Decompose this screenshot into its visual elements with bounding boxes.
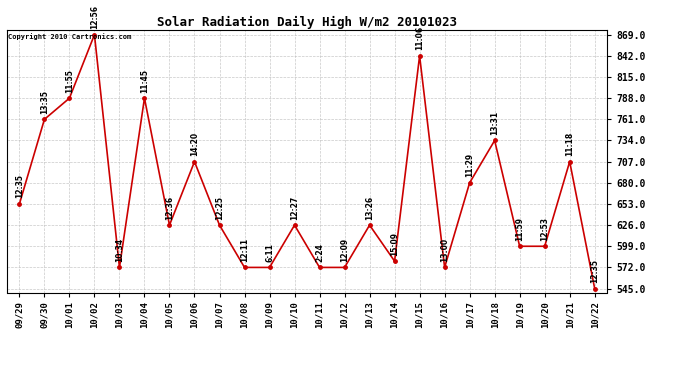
Text: 12:25: 12:25 <box>215 195 224 219</box>
Text: 11:59: 11:59 <box>515 217 524 241</box>
Text: 12:35: 12:35 <box>15 174 24 198</box>
Text: 13:26: 13:26 <box>365 195 374 219</box>
Text: 15:09: 15:09 <box>390 232 399 256</box>
Text: 11:06: 11:06 <box>415 26 424 50</box>
Text: 13:35: 13:35 <box>40 90 49 114</box>
Text: Copyright 2010 Cartronics.com: Copyright 2010 Cartronics.com <box>8 33 130 39</box>
Text: 11:18: 11:18 <box>565 132 574 156</box>
Text: 6:11: 6:11 <box>265 243 274 262</box>
Text: 12:56: 12:56 <box>90 5 99 29</box>
Text: 2:24: 2:24 <box>315 243 324 262</box>
Text: 12:09: 12:09 <box>340 238 349 262</box>
Text: 12:36: 12:36 <box>165 195 174 219</box>
Title: Solar Radiation Daily High W/m2 20101023: Solar Radiation Daily High W/m2 20101023 <box>157 16 457 29</box>
Text: 12:35: 12:35 <box>590 259 599 283</box>
Text: 12:53: 12:53 <box>540 217 549 241</box>
Text: 12:11: 12:11 <box>240 238 249 262</box>
Text: 12:27: 12:27 <box>290 195 299 219</box>
Text: 11:55: 11:55 <box>65 69 74 93</box>
Text: 13:00: 13:00 <box>440 238 449 262</box>
Text: 11:45: 11:45 <box>140 69 149 93</box>
Text: 10:34: 10:34 <box>115 238 124 262</box>
Text: 11:29: 11:29 <box>465 153 474 177</box>
Text: 13:31: 13:31 <box>490 111 499 135</box>
Text: 14:20: 14:20 <box>190 132 199 156</box>
